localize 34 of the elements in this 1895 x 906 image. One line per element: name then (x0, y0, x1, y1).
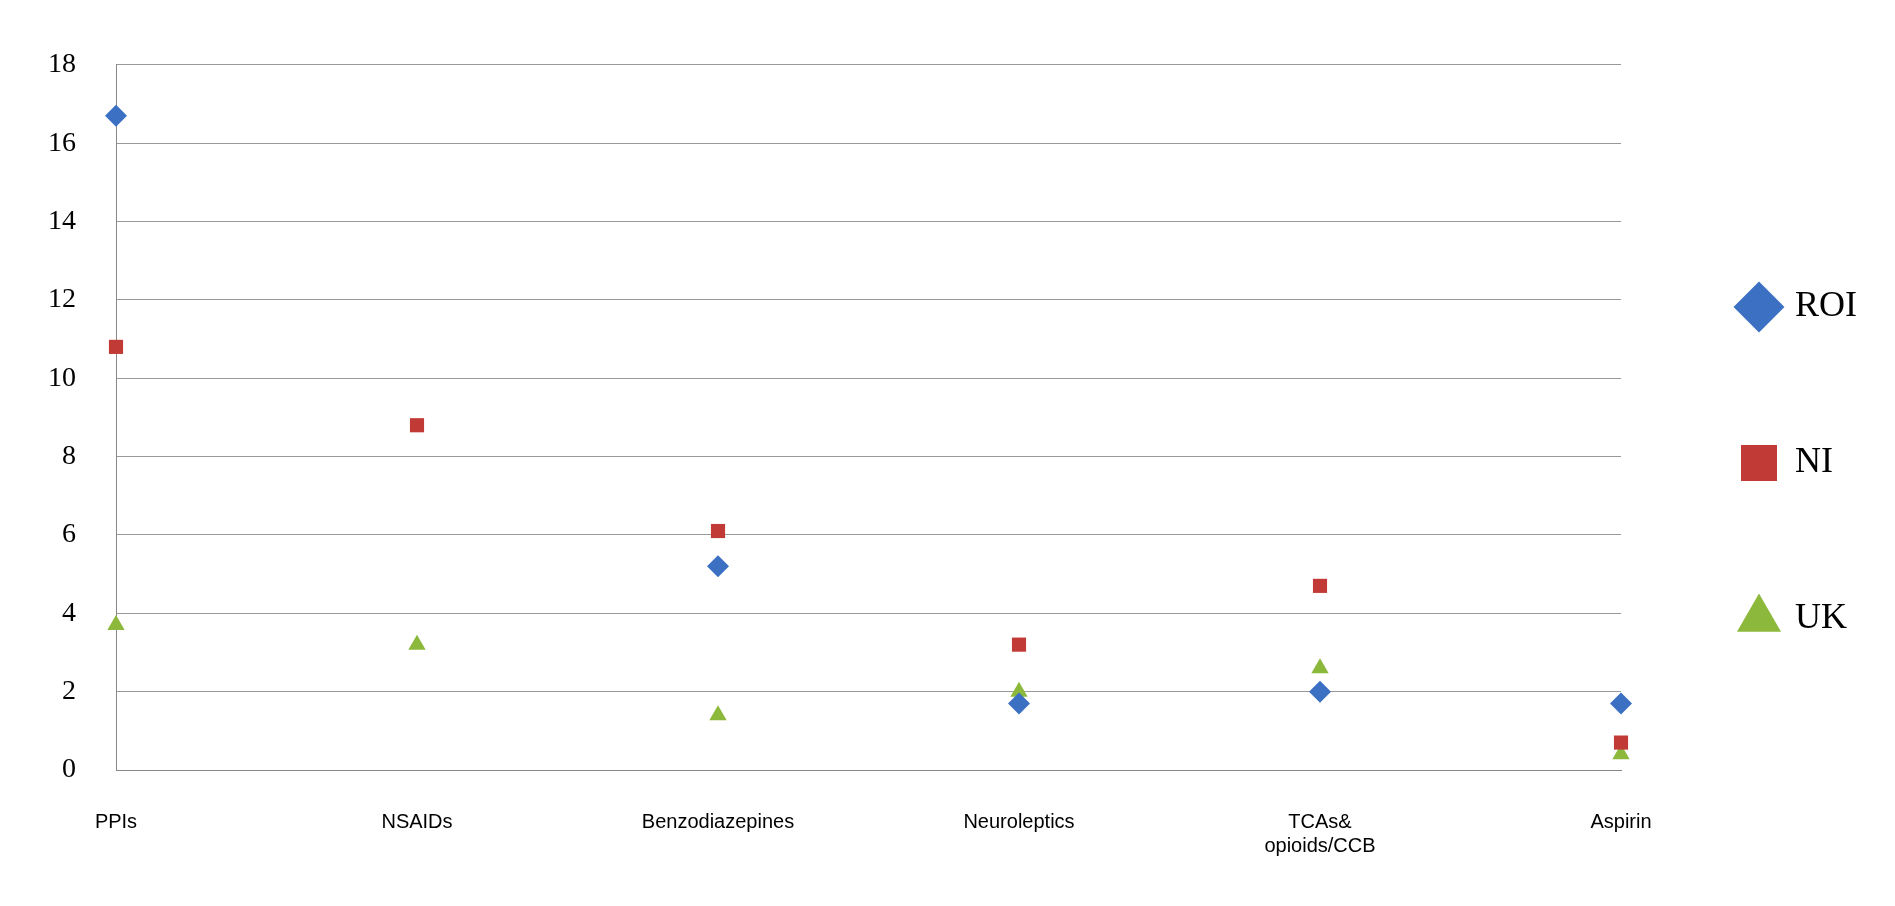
point (105, 104, 127, 127)
point (1011, 637, 1027, 652)
point (710, 523, 726, 539)
y-tick-label: 12 (48, 282, 76, 314)
point (1312, 578, 1328, 593)
x-tick-label: Aspirin (1590, 809, 1652, 832)
legend-label: UK (1795, 596, 1847, 637)
y-tick-label: 4 (62, 595, 76, 627)
y-tick-label: 10 (48, 360, 76, 392)
point (1309, 680, 1331, 703)
point (1008, 692, 1030, 715)
y-tick-label: 16 (48, 125, 76, 157)
point (408, 634, 426, 650)
y-tick-label: 2 (62, 674, 76, 705)
y-tick-label: 6 (62, 517, 76, 549)
x-tick-label: PPIs (94, 809, 138, 832)
y-tick-label: 18 (48, 47, 76, 79)
y-tick-label: 8 (62, 438, 76, 470)
point (409, 418, 425, 433)
point (1613, 735, 1629, 750)
point (1311, 658, 1329, 674)
legend-label: NI (1795, 440, 1833, 481)
x-tick-label: TCAs& opioids/CCB (1264, 809, 1376, 856)
point (107, 615, 125, 631)
x-tick-label: NSAIDs (381, 809, 453, 832)
legend-label: ROI (1795, 284, 1857, 325)
point (709, 705, 727, 721)
point (707, 555, 729, 578)
point (108, 339, 124, 354)
point (1610, 692, 1632, 715)
y-tick-label: 14 (48, 203, 76, 235)
x-tick-label: Benzodiazepines (641, 809, 795, 832)
y-tick-label: 0 (62, 752, 76, 784)
x-tick-label: Neuroleptics (963, 809, 1075, 832)
